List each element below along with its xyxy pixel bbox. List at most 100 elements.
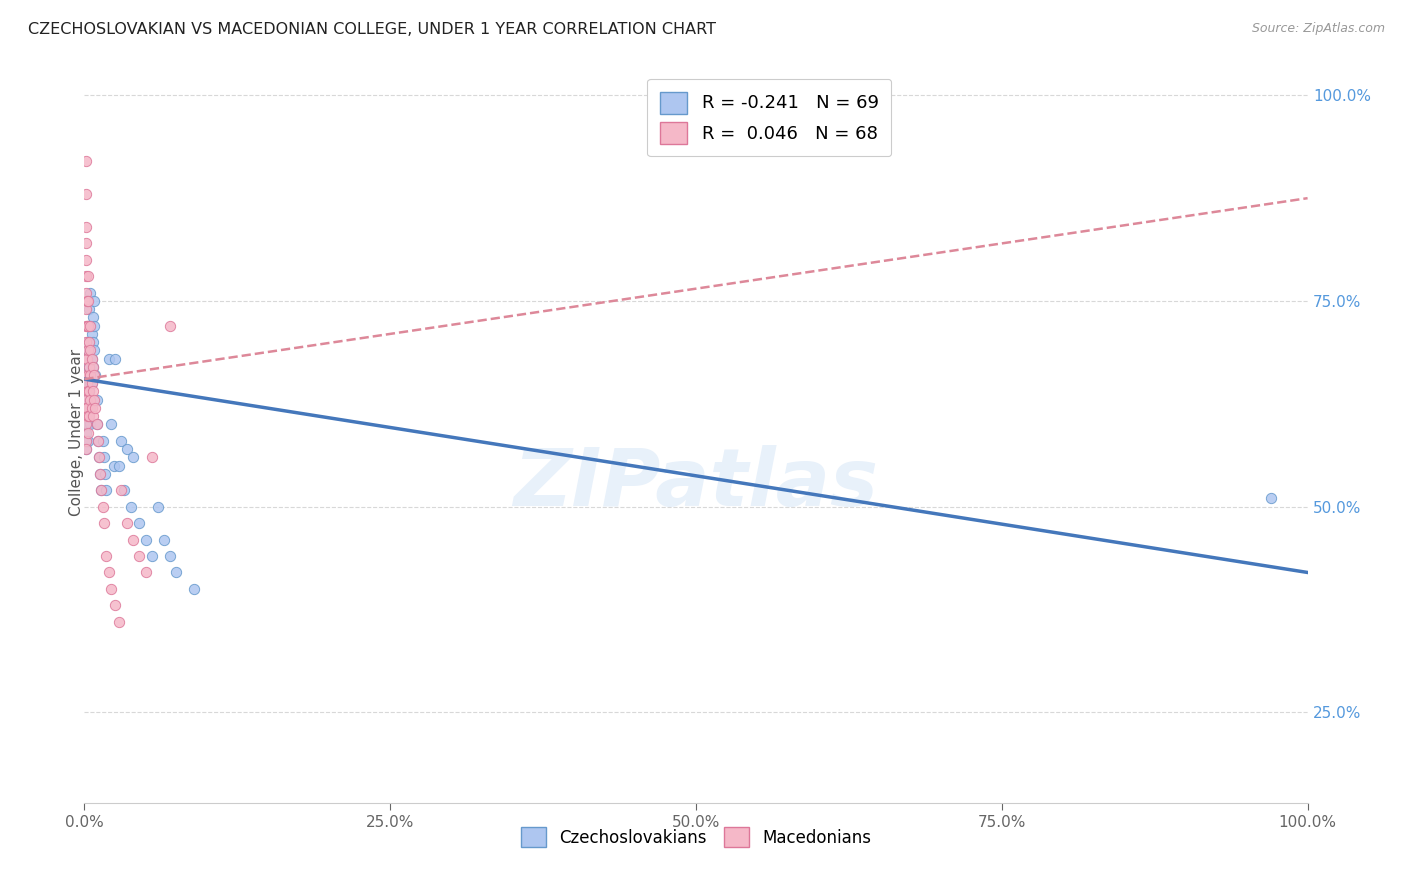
Point xyxy=(183,582,205,596)
Point xyxy=(86,417,108,432)
Point xyxy=(89,467,111,481)
Point xyxy=(75,417,97,432)
Point xyxy=(91,500,114,514)
Point xyxy=(89,467,111,481)
Point xyxy=(79,318,101,333)
Point xyxy=(107,458,129,473)
Point xyxy=(110,434,132,448)
Point xyxy=(128,516,150,530)
Point xyxy=(104,599,127,613)
Point xyxy=(87,434,110,448)
Point xyxy=(82,310,104,325)
Point xyxy=(75,335,97,350)
Point xyxy=(75,392,97,407)
Point xyxy=(84,368,107,382)
Point xyxy=(77,318,100,333)
Point xyxy=(100,417,122,432)
Point xyxy=(80,401,103,415)
Text: ZIPatlas: ZIPatlas xyxy=(513,445,879,524)
Point xyxy=(76,401,98,415)
Point xyxy=(79,351,101,366)
Point xyxy=(97,351,120,366)
Point xyxy=(104,351,127,366)
Point xyxy=(75,401,97,415)
Point xyxy=(77,359,100,374)
Point xyxy=(80,376,103,391)
Point xyxy=(77,409,100,424)
Point xyxy=(77,384,100,399)
Point xyxy=(79,392,101,407)
Point xyxy=(115,516,138,530)
Point xyxy=(83,318,105,333)
Point xyxy=(86,392,108,407)
Point xyxy=(76,335,98,350)
Point xyxy=(77,302,100,317)
Point xyxy=(79,368,101,382)
Point xyxy=(87,450,110,465)
Point xyxy=(80,326,103,341)
Point xyxy=(76,384,98,399)
Point xyxy=(82,359,104,374)
Point xyxy=(75,392,97,407)
Point xyxy=(76,401,98,415)
Point xyxy=(77,269,100,284)
Point xyxy=(77,417,100,432)
Point xyxy=(75,401,97,415)
Y-axis label: College, Under 1 year: College, Under 1 year xyxy=(69,349,83,516)
Point xyxy=(77,343,100,358)
Point xyxy=(75,376,97,391)
Point xyxy=(75,409,97,424)
Point xyxy=(75,302,97,317)
Point xyxy=(77,335,100,350)
Point xyxy=(97,566,120,580)
Point xyxy=(75,351,97,366)
Point xyxy=(146,500,169,514)
Point xyxy=(75,351,97,366)
Point xyxy=(75,409,97,424)
Point xyxy=(77,384,100,399)
Point xyxy=(75,442,97,456)
Point xyxy=(135,533,157,547)
Text: CZECHOSLOVAKIAN VS MACEDONIAN COLLEGE, UNDER 1 YEAR CORRELATION CHART: CZECHOSLOVAKIAN VS MACEDONIAN COLLEGE, U… xyxy=(28,22,716,37)
Point xyxy=(77,368,100,382)
Point xyxy=(153,533,176,547)
Point xyxy=(79,417,101,432)
Point xyxy=(75,417,97,432)
Point xyxy=(165,566,187,580)
Point xyxy=(75,368,97,382)
Point xyxy=(87,450,110,465)
Point xyxy=(77,409,100,424)
Point xyxy=(128,549,150,563)
Point xyxy=(77,425,100,440)
Point xyxy=(75,318,97,333)
Point xyxy=(77,434,100,448)
Point xyxy=(75,434,97,448)
Point xyxy=(79,285,101,300)
Point xyxy=(77,401,100,415)
Point xyxy=(77,293,100,308)
Point xyxy=(80,376,103,391)
Point xyxy=(77,368,100,382)
Point xyxy=(83,392,105,407)
Point xyxy=(91,434,114,448)
Point xyxy=(79,376,101,391)
Point xyxy=(75,442,97,456)
Point xyxy=(107,615,129,629)
Point xyxy=(75,434,97,448)
Point xyxy=(1260,491,1282,506)
Point xyxy=(75,285,97,300)
Point xyxy=(82,359,104,374)
Point xyxy=(75,154,97,169)
Point xyxy=(77,384,100,399)
Point xyxy=(141,450,163,465)
Point xyxy=(122,533,145,547)
Legend: Czechoslovakians, Macedonians: Czechoslovakians, Macedonians xyxy=(510,817,882,857)
Point xyxy=(83,368,105,382)
Point xyxy=(159,318,181,333)
Point xyxy=(94,467,117,481)
Point xyxy=(96,483,118,498)
Point xyxy=(79,343,101,358)
Point xyxy=(75,384,97,399)
Point xyxy=(77,335,100,350)
Point xyxy=(96,549,118,563)
